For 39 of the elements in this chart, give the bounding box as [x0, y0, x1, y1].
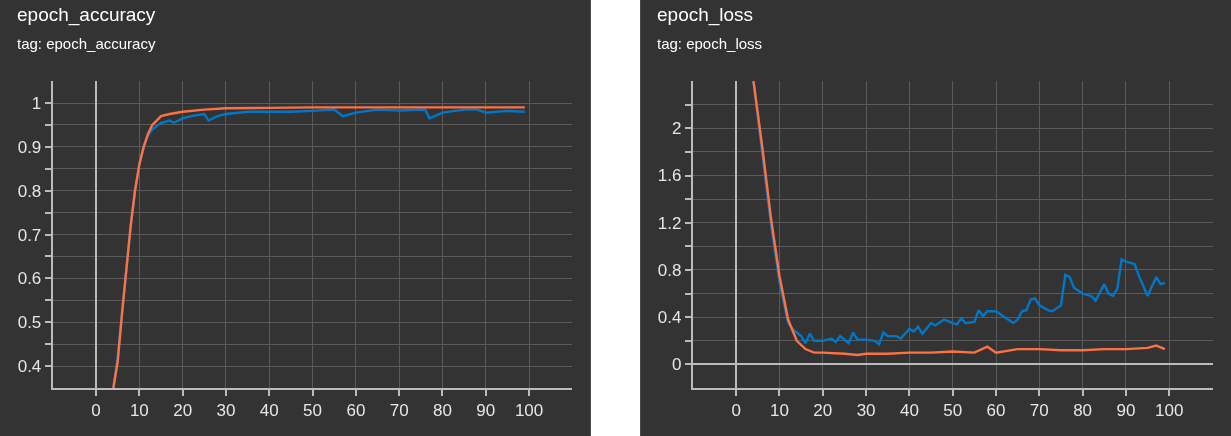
x-tick-label: 20 [813, 401, 833, 421]
y-tick-label: 0.7 [17, 225, 42, 245]
x-tick-label: 100 [1155, 401, 1184, 421]
y-tick-label: 0 [671, 355, 682, 375]
y-tick-label: 0.4 [17, 357, 42, 377]
x-tick-label: 90 [1116, 401, 1136, 421]
x-tick-label: 30 [216, 401, 236, 421]
chart-subtitle: tag: epoch_loss [657, 35, 763, 52]
y-tick-label: 0.6 [17, 269, 42, 289]
chart-title: epoch_accuracy [17, 4, 156, 26]
y-tick-label: 0.8 [17, 181, 42, 201]
x-tick-label: 50 [943, 401, 963, 421]
chart-subtitle: tag: epoch_accuracy [17, 35, 156, 52]
y-tick-label: 0.4 [657, 308, 682, 328]
x-tick-label: 40 [899, 401, 919, 421]
x-tick-label: 70 [389, 401, 409, 421]
x-tick-label: 60 [986, 401, 1006, 421]
x-tick-label: 80 [1073, 401, 1093, 421]
x-tick-label: 10 [770, 401, 789, 421]
y-tick-label: 2 [671, 119, 682, 139]
x-tick-label: 50 [303, 401, 323, 421]
y-tick-label: 1.2 [657, 213, 682, 233]
x-tick-label: 0 [731, 401, 741, 421]
y-tick-label: 1.6 [657, 166, 682, 186]
x-tick-label: 30 [856, 401, 876, 421]
chart-title: epoch_loss [657, 4, 754, 26]
x-tick-label: 90 [476, 401, 496, 421]
y-tick-label: 0.9 [17, 137, 42, 157]
x-tick-label: 0 [91, 401, 101, 421]
y-tick-label: 1 [31, 93, 42, 113]
x-tick-label: 60 [346, 401, 366, 421]
x-tick-label: 20 [173, 401, 193, 421]
y-tick-label: 0.5 [17, 313, 42, 333]
x-tick-label: 100 [514, 401, 544, 421]
x-tick-label: 10 [129, 401, 149, 421]
x-tick-label: 80 [433, 401, 452, 421]
y-tick-label: 0.8 [657, 260, 682, 280]
x-tick-label: 70 [1029, 401, 1049, 421]
x-tick-label: 40 [259, 401, 279, 421]
